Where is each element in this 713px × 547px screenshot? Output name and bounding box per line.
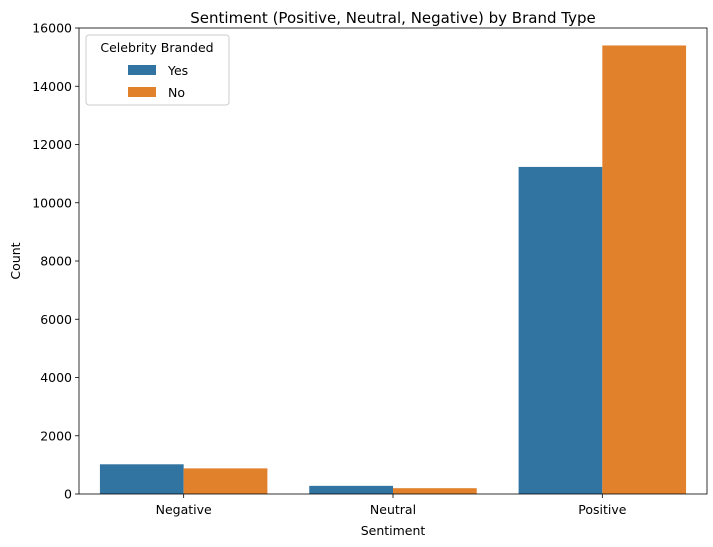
x-axis-label: Sentiment [361,523,426,538]
plot-frame [78,27,708,495]
y-tick-label: 10000 [32,195,72,210]
legend: Celebrity Branded Yes No [85,34,230,106]
y-tick-label: 4000 [40,370,72,385]
y-tick-label: 2000 [40,428,72,443]
legend-frame [85,34,230,106]
y-tick-label: 14000 [32,79,72,94]
legend-label-yes: Yes [167,63,188,78]
bar-yes-neutral [309,485,393,494]
y-axis-ticks: 0 2000 4000 6000 8000 10000 12000 14000 16000 [32,21,79,502]
bar-no-positive [602,45,687,494]
x-tick-label: Negative [156,502,212,517]
x-tick-label: Positive [578,502,626,517]
legend-label-no: No [168,85,185,100]
y-axis-label: Count [8,242,23,279]
bar-no-neutral [393,488,477,494]
legend-swatch-no [128,87,156,97]
y-tick-label: 0 [64,487,72,502]
y-tick-label: 12000 [32,137,72,152]
x-tick-label: Neutral [370,502,416,517]
legend-title: Celebrity Branded [100,40,213,55]
y-tick-label: 6000 [40,312,72,327]
bars-layer [99,45,687,494]
y-tick-label: 16000 [32,21,72,36]
y-tick-label: 8000 [40,254,72,269]
bar-yes-negative [99,464,184,494]
legend-swatch-yes [128,65,156,75]
bar-no-negative [183,468,268,494]
chart-title: Sentiment (Positive, Neutral, Negative) … [190,9,595,27]
bar-yes-positive [518,166,603,494]
x-axis-ticks: Negative Neutral Positive [156,494,627,517]
